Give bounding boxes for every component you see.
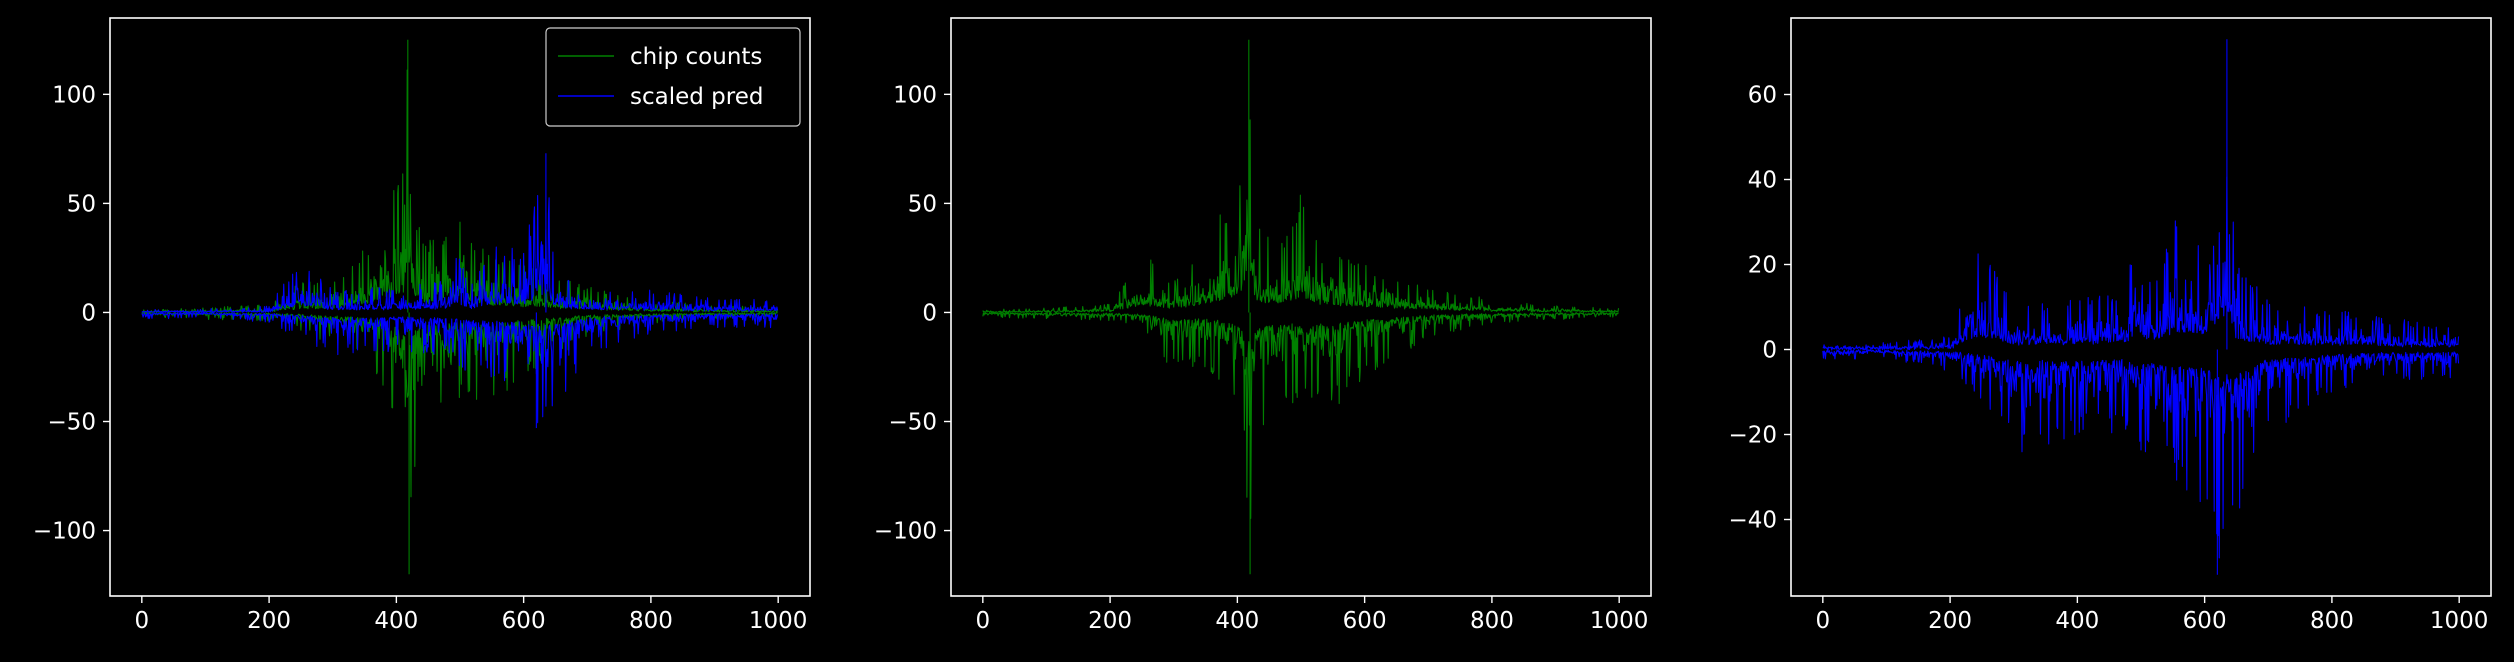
y-tick-label: 20: [1748, 253, 1777, 279]
x-tick-label: 200: [1088, 608, 1132, 634]
x-tick-label: 800: [629, 608, 673, 634]
x-tick-label: 400: [1215, 608, 1259, 634]
y-tick-label: −100: [33, 519, 96, 545]
x-tick-label: 400: [2055, 608, 2099, 634]
x-tick-label: 200: [1928, 608, 1972, 634]
series-line-series-1-lower: [982, 311, 1619, 519]
x-tick-label: 800: [2310, 608, 2354, 634]
plot-area: [1791, 18, 2491, 596]
x-tick-label: 0: [1815, 608, 1830, 634]
y-tick-label: 60: [1748, 83, 1777, 109]
series-line-series-1-lower: [1822, 349, 2460, 559]
chart-panel-1: 0 200 400 600 800 1000 −100 −50 0 50 100 chip count…: [33, 17, 811, 634]
y-tick-label: 0: [922, 300, 937, 326]
x-tick-label: 1000: [749, 608, 808, 634]
chart-panel-3: 0 200 400 600 800 1000 −40 −20 0 20 40 60: [1728, 17, 2492, 634]
series-line-series-1-upper: [1822, 176, 2460, 351]
series-line-series-1-upper: [982, 119, 1620, 314]
x-tick-label: 1000: [1590, 608, 1649, 634]
x-tick-label: 600: [2183, 608, 2227, 634]
axes-frame: [950, 17, 1652, 597]
y-tick-label: −20: [1728, 423, 1777, 449]
x-tick-label: 600: [1343, 608, 1387, 634]
x-tick-label: 800: [1470, 608, 1514, 634]
series-line-chip-counts-lower: [141, 311, 778, 498]
x-tick-label: 600: [502, 608, 546, 634]
x-tick-label: 1000: [2430, 608, 2489, 634]
y-tick-label: −40: [1728, 508, 1777, 534]
y-tick-label: 0: [1762, 338, 1777, 364]
x-tick-label: 200: [247, 608, 291, 634]
legend-label-scaled-pred: scaled pred: [630, 84, 763, 110]
axes-frame: [1790, 17, 2492, 597]
series-line-scaled-pred-lower: [141, 311, 779, 424]
legend-box: [545, 27, 801, 127]
y-tick-label: −50: [888, 410, 937, 436]
plot-area: [951, 18, 1651, 596]
y-tick-label: 0: [81, 300, 96, 326]
chart-panel-2: 0 200 400 600 800 1000 −100 −50 0 50 100: [874, 17, 1652, 634]
y-tick-label: 50: [67, 191, 96, 217]
x-tick-label: 0: [975, 608, 990, 634]
series-group: [982, 39, 1620, 575]
series-line-scaled-pred-upper: [141, 194, 779, 314]
y-tick-label: 50: [908, 191, 937, 217]
y-tick-label: −50: [47, 410, 96, 436]
series-group: [141, 39, 779, 575]
y-tick-label: 40: [1748, 168, 1777, 194]
y-tick-label: 100: [52, 82, 96, 108]
x-tick-label: 0: [134, 608, 149, 634]
x-tick-label: 400: [374, 608, 418, 634]
series-group: [1822, 39, 2460, 575]
legend: chip counts scaled pred: [545, 27, 801, 127]
axes-frame: [109, 17, 811, 597]
legend-label-chip-counts: chip counts: [630, 44, 762, 70]
y-tick-label: −100: [874, 519, 937, 545]
y-tick-label: 100: [893, 82, 937, 108]
